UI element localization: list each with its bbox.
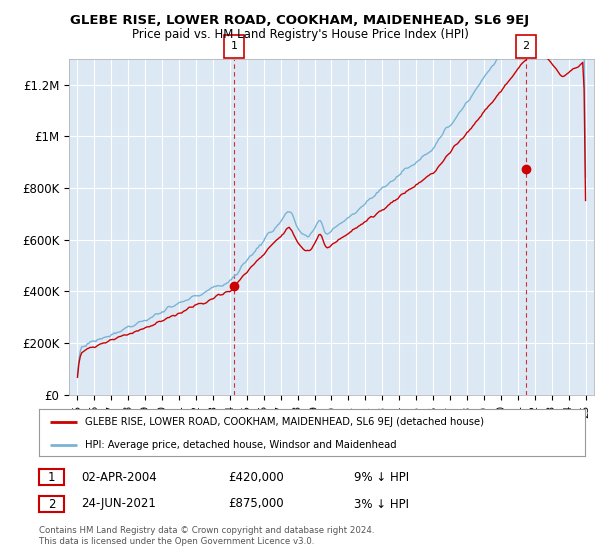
Text: HPI: Average price, detached house, Windsor and Maidenhead: HPI: Average price, detached house, Wind…	[85, 440, 397, 450]
Text: 9% ↓ HPI: 9% ↓ HPI	[354, 470, 409, 484]
Text: 2: 2	[48, 497, 55, 511]
FancyBboxPatch shape	[516, 35, 536, 58]
FancyBboxPatch shape	[224, 35, 244, 58]
Text: Price paid vs. HM Land Registry's House Price Index (HPI): Price paid vs. HM Land Registry's House …	[131, 28, 469, 41]
Text: £875,000: £875,000	[228, 497, 284, 511]
Text: GLEBE RISE, LOWER ROAD, COOKHAM, MAIDENHEAD, SL6 9EJ: GLEBE RISE, LOWER ROAD, COOKHAM, MAIDENH…	[70, 14, 530, 27]
Text: 02-APR-2004: 02-APR-2004	[81, 470, 157, 484]
Text: 3% ↓ HPI: 3% ↓ HPI	[354, 497, 409, 511]
Text: Contains HM Land Registry data © Crown copyright and database right 2024.
This d: Contains HM Land Registry data © Crown c…	[39, 526, 374, 546]
Text: 2: 2	[523, 41, 529, 52]
Text: £420,000: £420,000	[228, 470, 284, 484]
Text: 1: 1	[48, 470, 55, 484]
Text: GLEBE RISE, LOWER ROAD, COOKHAM, MAIDENHEAD, SL6 9EJ (detached house): GLEBE RISE, LOWER ROAD, COOKHAM, MAIDENH…	[85, 417, 484, 427]
Text: 24-JUN-2021: 24-JUN-2021	[81, 497, 156, 511]
Text: 1: 1	[230, 41, 238, 52]
